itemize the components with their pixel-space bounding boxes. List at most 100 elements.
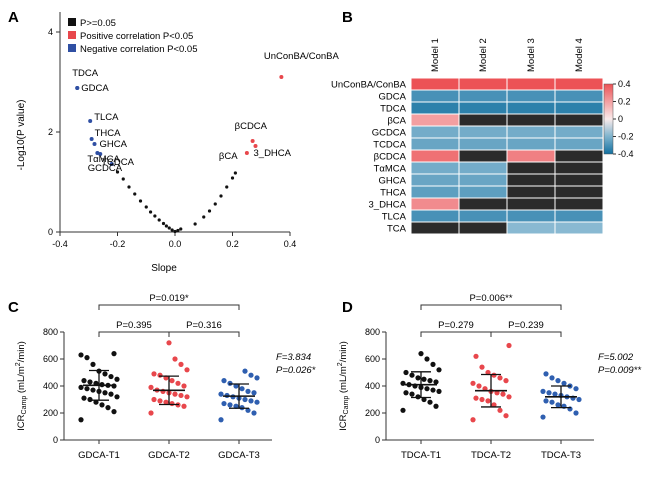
y-tick-label: 200 (43, 408, 58, 418)
data-point (506, 342, 512, 349)
panel-letter-a: A (8, 9, 19, 26)
y-tick-label: 0 (48, 227, 53, 237)
data-point (181, 403, 187, 409)
data-point (561, 380, 567, 386)
data-point (87, 379, 93, 385)
heatmap-cell (554, 89, 604, 103)
data-point (166, 340, 172, 346)
data-point (233, 403, 239, 409)
data-point (102, 390, 108, 396)
heatmap-column-label: Model 4 (574, 38, 585, 72)
heatmap-row-label: TDCA (380, 104, 407, 115)
colorbar-tick-label: -0.2 (618, 132, 634, 142)
y-tick-label: 0 (53, 435, 58, 445)
anova-p: P=0.009** (598, 365, 641, 376)
volcano-x-label: Slope (151, 263, 177, 274)
heatmap-cell (410, 77, 460, 91)
heatmap-cell (410, 125, 460, 139)
data-point (78, 384, 84, 390)
y-tick-label: 600 (365, 354, 380, 364)
y-tick-label: 600 (43, 354, 58, 364)
heatmap-row-label: GHCA (379, 176, 407, 187)
heatmap-row-label: βCDCA (374, 152, 407, 163)
point-label: GDCA (81, 83, 109, 94)
bracket-t1-t3 (98, 304, 240, 310)
heatmap-cell (458, 209, 508, 223)
heatmap-row-label: TαMCA (374, 164, 407, 175)
anova-f: F=3.834 (276, 352, 311, 363)
sig-point (98, 152, 103, 156)
data-point (506, 394, 512, 400)
point-label: TDCA (72, 68, 99, 79)
heatmap-cell (554, 161, 604, 175)
nonsig-point (202, 215, 206, 219)
data-point (485, 369, 491, 376)
data-point (415, 394, 421, 400)
data-point (148, 384, 154, 390)
data-point (500, 391, 506, 397)
heatmap-cell (410, 137, 460, 151)
data-point (111, 409, 117, 415)
nonsig-point (233, 171, 237, 175)
data-point (169, 400, 175, 407)
data-point (485, 398, 491, 404)
data-point (81, 378, 87, 384)
heatmap-cell (458, 113, 508, 127)
heatmap-cell (506, 185, 556, 199)
data-point (549, 399, 555, 405)
nonsig-point (167, 226, 171, 230)
data-point (576, 396, 582, 403)
data-point (87, 396, 93, 403)
y-tick-label: 200 (365, 408, 380, 418)
heatmap-cell (410, 101, 460, 115)
bracket-t1-t2-label: P=0.279 (438, 320, 474, 331)
data-point (403, 390, 409, 396)
nonsig-point (230, 176, 235, 180)
data-point (178, 392, 184, 399)
heatmap-cell (458, 185, 508, 199)
data-point (148, 410, 154, 416)
data-point (248, 372, 254, 378)
data-point (409, 372, 415, 378)
colorbar-tick-label: 0.2 (618, 97, 631, 107)
heatmap-cell (458, 149, 508, 163)
data-point (433, 379, 439, 385)
data-point (242, 396, 248, 403)
data-point (218, 417, 224, 423)
heatmap-cell (506, 137, 556, 151)
data-point (503, 413, 509, 419)
heatmap-cell (506, 149, 556, 163)
sig-point (92, 142, 97, 146)
nonsig-point (121, 177, 125, 181)
data-point (433, 403, 439, 409)
data-point (470, 417, 476, 423)
data-point (418, 351, 424, 357)
data-point (427, 378, 433, 384)
heatmap-cell (506, 161, 556, 175)
heatmap-row-label: 3_DHCA (369, 200, 407, 211)
heatmap-cell (458, 77, 508, 91)
data-point (424, 356, 430, 362)
legend-label: Positive correlation P<0.05 (80, 31, 193, 42)
heatmap-row-label: TLCA (382, 212, 407, 223)
nonsig-point (164, 224, 168, 228)
data-point (470, 380, 476, 386)
data-point (503, 378, 509, 384)
nonsig-point (176, 228, 180, 233)
heatmap-cell (506, 125, 556, 139)
bracket-t1-t3-label: P=0.019* (149, 293, 189, 304)
nonsig-point (133, 192, 137, 196)
data-point (415, 375, 421, 381)
dotplot-gdca: ICRCamp (mL/m2/min) 0 200 400 600 800 GDCA-T1 G… (15, 293, 316, 461)
data-point (221, 400, 227, 407)
data-point (84, 386, 90, 392)
sig-point (109, 162, 114, 166)
heatmap-cell (458, 125, 508, 139)
data-point (221, 378, 227, 384)
colorbar-tick-label: 0 (618, 114, 623, 124)
data-point (108, 391, 114, 397)
nonsig-point (115, 170, 120, 174)
data-point (543, 398, 549, 404)
